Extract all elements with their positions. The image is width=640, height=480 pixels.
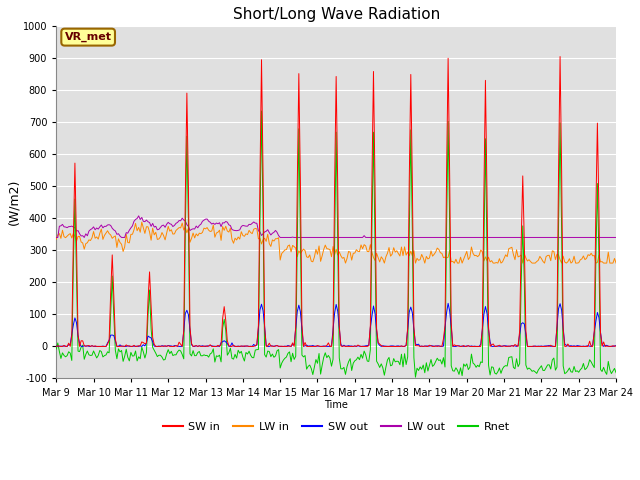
Legend: SW in, LW in, SW out, LW out, Rnet: SW in, LW in, SW out, LW out, Rnet <box>158 418 514 436</box>
Y-axis label: (W/m2): (W/m2) <box>7 179 20 226</box>
X-axis label: Time: Time <box>324 400 348 410</box>
Text: VR_met: VR_met <box>65 32 111 42</box>
Title: Short/Long Wave Radiation: Short/Long Wave Radiation <box>232 7 440 22</box>
